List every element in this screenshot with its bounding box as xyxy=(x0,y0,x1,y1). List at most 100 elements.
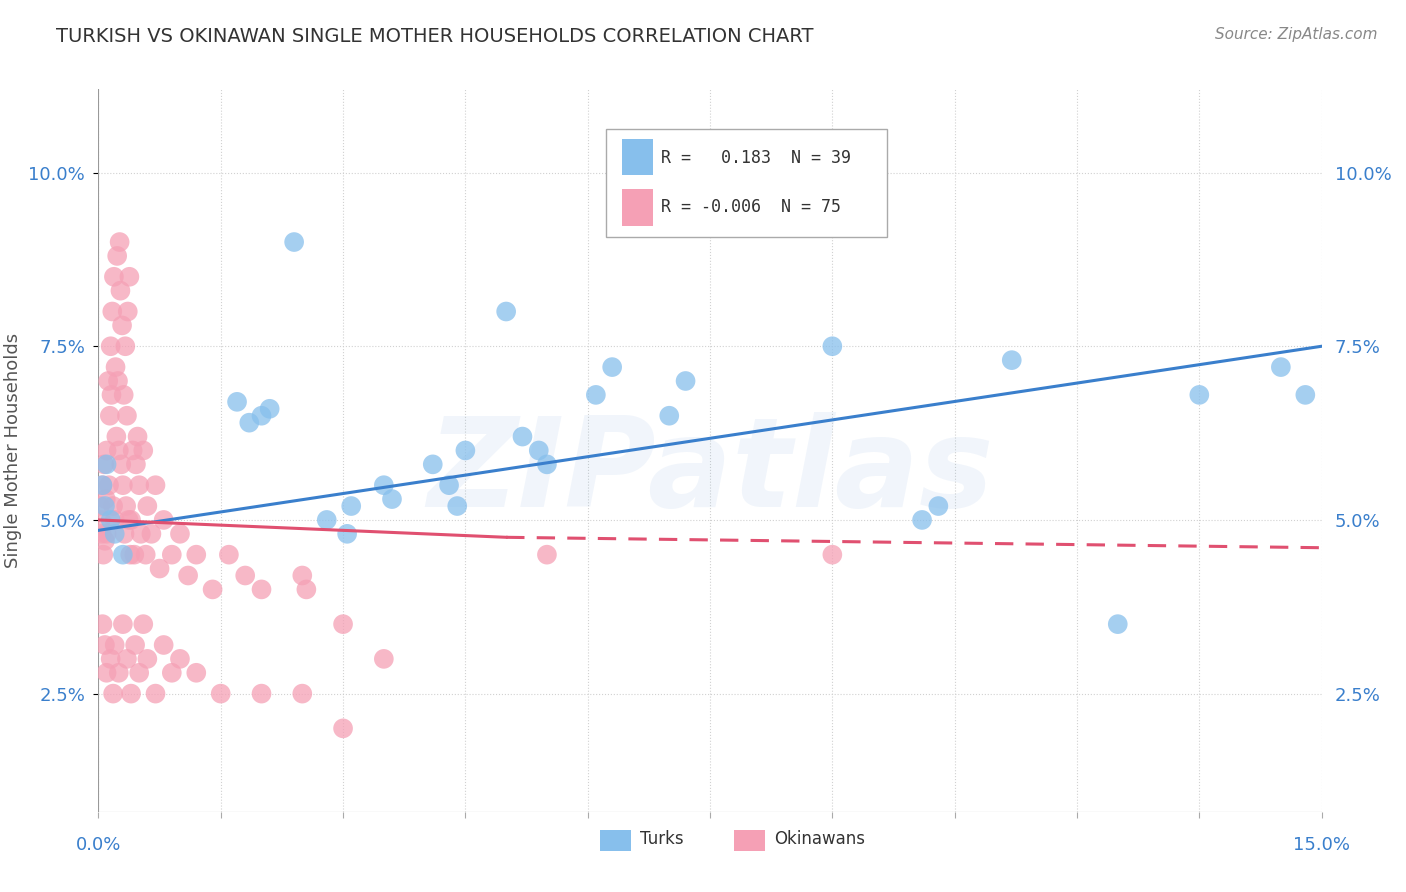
Point xyxy=(160,548,183,562)
Point xyxy=(177,568,200,582)
Point xyxy=(108,443,131,458)
Point xyxy=(89,499,111,513)
Point xyxy=(94,492,117,507)
Point xyxy=(110,458,132,472)
Point xyxy=(186,548,208,562)
Point xyxy=(128,478,150,492)
Point xyxy=(104,360,127,375)
Text: R = -0.006  N = 75: R = -0.006 N = 75 xyxy=(661,198,841,216)
Point xyxy=(495,304,517,318)
Point xyxy=(536,458,558,472)
Point xyxy=(201,582,224,597)
Point xyxy=(90,513,112,527)
Point xyxy=(108,235,131,249)
FancyBboxPatch shape xyxy=(621,189,652,226)
Point xyxy=(128,665,150,680)
Y-axis label: Single Mother Households: Single Mother Households xyxy=(4,333,21,568)
Text: ZIPatlas: ZIPatlas xyxy=(427,411,993,533)
Point xyxy=(446,499,468,513)
Point xyxy=(104,638,127,652)
Point xyxy=(111,548,134,562)
Point xyxy=(152,513,174,527)
Point xyxy=(124,548,146,562)
Point xyxy=(103,269,125,284)
Point xyxy=(107,374,129,388)
Point xyxy=(111,478,134,492)
Point xyxy=(209,687,232,701)
Point xyxy=(98,409,121,423)
Point xyxy=(100,339,122,353)
Point xyxy=(90,526,112,541)
Point xyxy=(104,526,127,541)
FancyBboxPatch shape xyxy=(734,830,765,852)
Point xyxy=(129,526,152,541)
Point xyxy=(91,478,114,492)
Point xyxy=(585,388,607,402)
Point xyxy=(108,665,131,680)
Point xyxy=(110,284,132,298)
Point xyxy=(295,582,318,597)
Point xyxy=(105,249,128,263)
Point xyxy=(1270,360,1292,375)
Point xyxy=(1107,617,1129,632)
Point xyxy=(1188,388,1211,402)
Point xyxy=(101,687,124,701)
Point xyxy=(186,665,208,680)
Point xyxy=(104,513,127,527)
Point xyxy=(112,388,135,402)
Point xyxy=(120,513,142,527)
Point xyxy=(91,478,114,492)
Point xyxy=(169,526,191,541)
Point xyxy=(332,722,354,736)
Point xyxy=(101,304,124,318)
Point xyxy=(381,492,404,507)
Point xyxy=(115,409,138,423)
Point xyxy=(250,409,273,423)
Point xyxy=(136,652,159,666)
Point xyxy=(91,548,114,562)
Point xyxy=(121,443,143,458)
Point xyxy=(600,360,623,375)
Point xyxy=(160,665,183,680)
Point xyxy=(115,499,138,513)
Point xyxy=(340,499,363,513)
Text: Okinawans: Okinawans xyxy=(773,830,865,848)
Point xyxy=(373,652,395,666)
Point xyxy=(748,200,770,214)
Point xyxy=(136,499,159,513)
Point xyxy=(96,526,118,541)
Point xyxy=(100,513,122,527)
Point xyxy=(422,458,444,472)
Point xyxy=(96,458,118,472)
Point xyxy=(927,499,949,513)
Point xyxy=(145,687,167,701)
Text: Source: ZipAtlas.com: Source: ZipAtlas.com xyxy=(1215,27,1378,42)
Point xyxy=(238,416,260,430)
Point xyxy=(132,617,155,632)
Point xyxy=(291,568,314,582)
Point xyxy=(94,638,117,652)
Point xyxy=(169,652,191,666)
Point xyxy=(135,548,157,562)
Point xyxy=(111,318,134,333)
Point xyxy=(115,652,138,666)
Point xyxy=(118,269,141,284)
Text: R =   0.183  N = 39: R = 0.183 N = 39 xyxy=(661,149,851,167)
Point xyxy=(145,478,167,492)
Point xyxy=(114,526,136,541)
Point xyxy=(100,652,122,666)
Point xyxy=(250,582,273,597)
Point xyxy=(527,443,550,458)
Point xyxy=(821,339,844,353)
Point xyxy=(105,429,128,443)
Point xyxy=(437,478,460,492)
Point xyxy=(291,687,314,701)
Point xyxy=(218,548,240,562)
Text: Turks: Turks xyxy=(640,830,683,848)
Point xyxy=(454,443,477,458)
Point xyxy=(512,429,534,443)
Point xyxy=(911,513,934,527)
Point xyxy=(94,499,117,513)
Point xyxy=(658,409,681,423)
Point xyxy=(1294,388,1316,402)
